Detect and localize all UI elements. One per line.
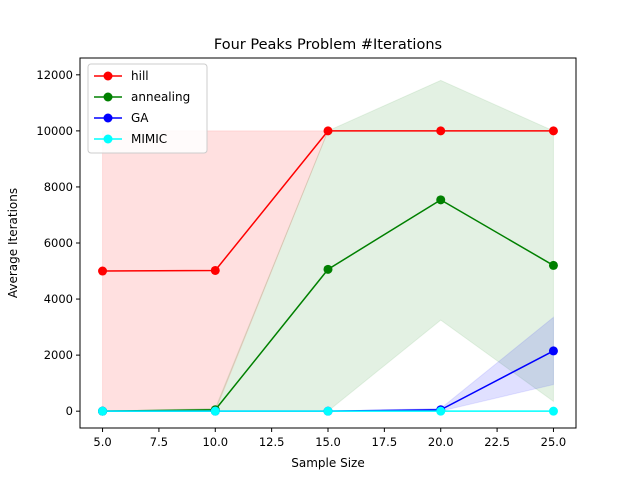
- x-axis-ticks: 5.0 7.5 10.0 12.5 15.0 17.5 20.0 22.5 25.0: [93, 428, 566, 449]
- series-points: [98, 126, 558, 416]
- y-tick-label: 12000: [36, 68, 73, 82]
- legend-marker-GA: [103, 113, 113, 123]
- point-annealing-25: [548, 260, 558, 270]
- legend-label-hill: hill: [131, 69, 149, 83]
- legend-marker-MIMIC: [103, 134, 113, 144]
- x-tick-label: 25.0: [541, 435, 567, 449]
- point-GA-25: [548, 346, 558, 356]
- y-tick-label: 4000: [44, 292, 73, 306]
- x-tick-label: 5.0: [93, 435, 111, 449]
- point-MIMIC-20: [436, 406, 446, 416]
- x-tick-label: 12.5: [259, 435, 285, 449]
- point-MIMIC-10: [210, 406, 220, 416]
- x-tick-label: 7.5: [150, 435, 168, 449]
- legend-label-MIMIC: MIMIC: [131, 132, 167, 146]
- point-annealing-15: [323, 264, 333, 274]
- x-tick-label: 15.0: [315, 435, 341, 449]
- x-tick-label: 20.0: [428, 435, 454, 449]
- y-axis-ticks: 0 2000 4000 6000 8000 10000 12000: [36, 68, 80, 418]
- chart-title: Four Peaks Problem #Iterations: [214, 37, 442, 53]
- point-hill-10: [210, 265, 220, 275]
- y-tick-label: 8000: [44, 180, 73, 194]
- legend-box: [87, 63, 208, 154]
- legend: hill annealing GA MIMIC: [87, 63, 208, 154]
- x-tick-label: 17.5: [372, 435, 398, 449]
- point-annealing-20: [436, 195, 446, 205]
- x-tick-label: 10.0: [202, 435, 228, 449]
- y-tick-label: 6000: [44, 236, 73, 250]
- y-tick-label: 10000: [36, 124, 73, 138]
- point-hill-25: [548, 126, 558, 136]
- y-tick-label: 0: [66, 404, 73, 418]
- legend-marker-hill: [103, 71, 113, 81]
- y-tick-label: 2000: [44, 348, 73, 362]
- point-MIMIC-5: [98, 406, 108, 416]
- point-hill-20: [436, 126, 446, 136]
- legend-label-annealing: annealing: [131, 90, 190, 104]
- point-MIMIC-15: [323, 406, 333, 416]
- legend-label-GA: GA: [131, 111, 149, 125]
- x-tick-label: 22.5: [484, 435, 510, 449]
- point-hill-15: [323, 126, 333, 136]
- point-MIMIC-25: [548, 406, 558, 416]
- point-hill-5: [98, 266, 108, 276]
- x-axis-label: Sample Size: [291, 456, 364, 470]
- y-axis-label: Average Iterations: [6, 188, 20, 298]
- legend-marker-annealing: [103, 92, 113, 102]
